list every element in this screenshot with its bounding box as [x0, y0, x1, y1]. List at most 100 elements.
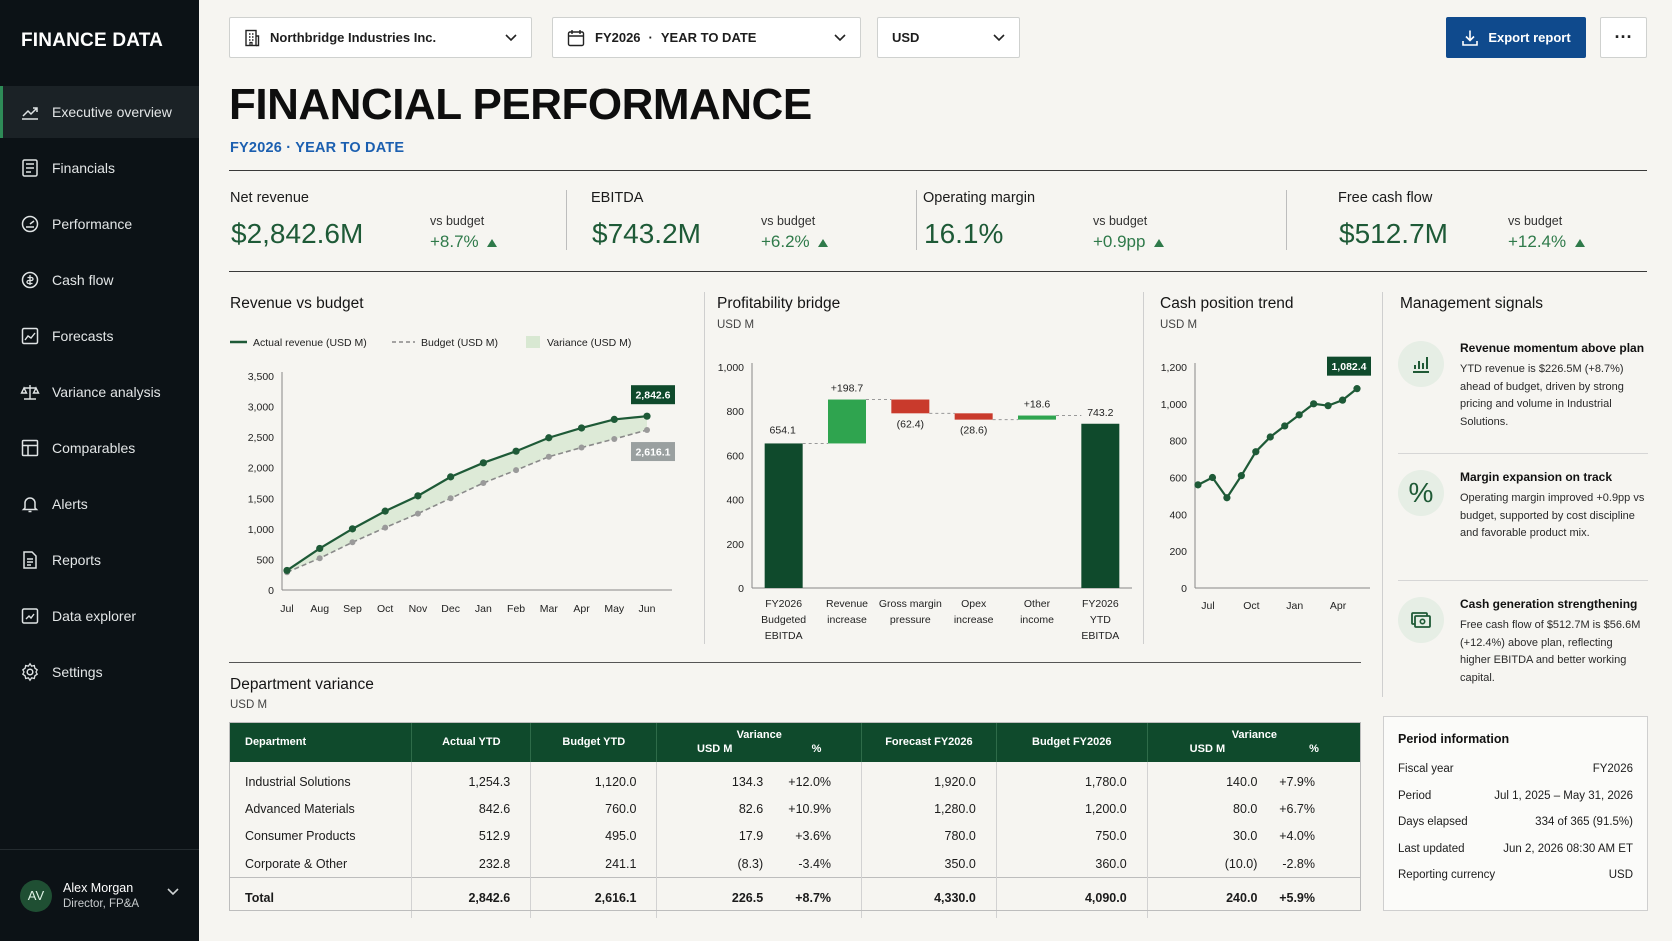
y-tick-label: 2,000: [248, 463, 274, 475]
kpi-vs-label: vs budget: [1508, 214, 1563, 228]
col-variance-pct: %: [811, 743, 822, 755]
actual-line: [286, 415, 648, 572]
budget-point: [316, 555, 323, 562]
sidebar-item-settings[interactable]: Settings: [0, 646, 199, 698]
cell-variance-fy-usd: (10.0): [1224, 856, 1258, 871]
revenue-chart-title: Revenue vs budget: [230, 295, 364, 312]
chevron-down-icon: [834, 34, 846, 42]
bridge-bar: [828, 399, 866, 444]
y-tick-label: 0: [1181, 583, 1187, 595]
period-info-value: FY2026: [1592, 763, 1633, 775]
more-options-button[interactable]: ···: [1600, 17, 1647, 58]
cell-budget-fy: 360.0: [996, 850, 1148, 878]
kpi-label: EBITDA: [591, 190, 644, 206]
bridge-category-label: income: [1020, 614, 1054, 626]
divider: [229, 170, 1647, 171]
cell-forecast: 4,330.0: [861, 877, 997, 918]
sidebar-item-reports[interactable]: Reports: [0, 534, 199, 586]
actual-point: [610, 415, 618, 424]
sidebar-item-performance[interactable]: Performance: [0, 198, 199, 250]
currency-select[interactable]: USD: [877, 17, 1020, 58]
col-variance-fy-pct: %: [1309, 743, 1319, 755]
period-info-label: Fiscal year: [1398, 763, 1454, 775]
bridge-bar: [891, 399, 930, 414]
arrow-up-icon: [1154, 239, 1165, 247]
period-select[interactable]: FY2026 · YEAR TO DATE: [552, 17, 861, 58]
bridge-category-label: EBITDA: [1081, 630, 1119, 642]
budget-point: [644, 427, 650, 434]
signal-title: Cash generation strengthening: [1460, 597, 1638, 611]
x-tick-label: Oct: [1243, 600, 1259, 612]
y-tick-label: 200: [726, 539, 744, 551]
y-tick-label: 1,000: [1161, 399, 1187, 411]
cash-point: [1194, 481, 1202, 489]
divider: [1382, 292, 1383, 697]
actual-point: [283, 566, 291, 575]
bridge-data-label: +198.7: [831, 383, 864, 395]
export-report-button[interactable]: Export report: [1446, 17, 1586, 58]
cash-line: [1197, 387, 1358, 500]
x-tick-label: Jul: [1201, 600, 1214, 612]
divider: [1398, 453, 1648, 454]
cash-end-label: 1,082.4: [1331, 361, 1366, 373]
period-info-label: Period: [1398, 789, 1432, 802]
forecast-icon: [21, 327, 39, 345]
bridge-chart: 0 200 400 600 800 1,000 654.1 FY2026 Budgeted EBI…: [718, 362, 1132, 642]
company-select[interactable]: Northbridge Industries Inc.: [229, 17, 532, 58]
cell-variance-fy-pct: +6.7%: [1279, 801, 1315, 816]
period-info-label: Last updated: [1398, 842, 1465, 855]
y-tick-label: 1,000: [248, 524, 274, 536]
department-variance-table: Department Actual YTD Budget YTD Varianc…: [229, 722, 1361, 918]
legend-variance-label: Variance (USD M): [547, 337, 631, 349]
signal-title: Revenue momentum above plan: [1460, 341, 1645, 355]
gauge-icon: [21, 215, 39, 233]
period-label: YEAR TO DATE: [660, 30, 757, 45]
bridge-bar: [764, 443, 803, 588]
divider: [916, 190, 917, 250]
actual-point: [545, 434, 553, 442]
y-tick-label: 800: [1169, 436, 1187, 448]
cash-point: [1237, 472, 1245, 480]
sidebar-item-comparables[interactable]: Comparables: [0, 422, 199, 474]
currency-select-value: USD: [892, 30, 920, 45]
divider: [1143, 292, 1144, 644]
sidebar-item-variance-analysis[interactable]: Variance analysis: [0, 366, 199, 418]
table-icon: [21, 439, 39, 457]
bridge-bar: [1018, 415, 1056, 420]
sidebar-item-alerts[interactable]: Alerts: [0, 478, 199, 530]
sidebar-item-executive-overview[interactable]: Executive overview: [0, 86, 199, 138]
cell-variance-pct: +10.9%: [783, 795, 863, 823]
cash-icon: [21, 271, 39, 289]
actual-point: [316, 544, 324, 553]
period-info-value: Jun 2, 2026 08:30 AM ET: [1503, 842, 1633, 855]
divider: [229, 662, 1361, 663]
x-tick-label: Sep: [343, 603, 362, 615]
cell-budget-fy: 750.0: [996, 822, 1148, 850]
cell-budget: 1,120.0: [530, 762, 658, 795]
x-tick-label: Dec: [441, 603, 460, 615]
avatar: AV: [20, 879, 52, 912]
divider: [229, 271, 1647, 272]
cell-forecast: 780.0: [861, 822, 997, 850]
user-menu[interactable]: AV Alex Morgan Director, FP&A: [0, 849, 199, 941]
kpi-card-net-revenue: Net revenue $2,842.6M vs budget +8.7%: [230, 190, 530, 251]
cell-forecast: 1,280.0: [861, 795, 997, 823]
database-icon: [21, 608, 39, 624]
cash-point: [1266, 433, 1274, 441]
x-tick-label: Mar: [540, 603, 559, 615]
download-icon: [1462, 30, 1479, 46]
sidebar-item-data-explorer[interactable]: Data explorer: [0, 590, 199, 642]
cell-variance-fy-pct: +5.9%: [1273, 877, 1361, 918]
sidebar-item-financials[interactable]: Financials: [0, 142, 199, 194]
kpi-delta-value: +12.4%: [1508, 232, 1567, 251]
divider: [1286, 190, 1287, 250]
bridge-data-label: (62.4): [897, 418, 924, 430]
actual-point: [414, 492, 422, 500]
sidebar-item-cash-flow[interactable]: Cash flow: [0, 254, 199, 306]
x-tick-label: Nov: [409, 603, 428, 615]
sidebar-item-forecasts[interactable]: Forecasts: [0, 310, 199, 362]
bridge-category-label: Gross margin: [879, 598, 942, 610]
cell-variance-pct: +12.0%: [783, 762, 863, 795]
variance-area: [287, 416, 647, 573]
kpi-vs-label: vs budget: [1093, 214, 1148, 228]
